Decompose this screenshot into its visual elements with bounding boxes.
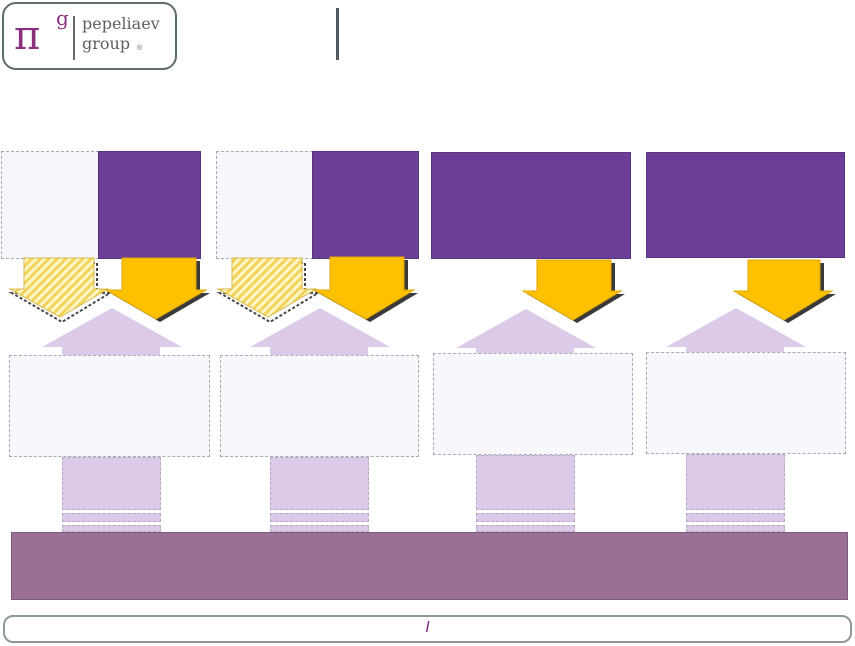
column-4-panel (646, 352, 846, 454)
column-1-bar-1 (62, 513, 161, 522)
column-3-up-arrow (456, 309, 596, 356)
logo-superscript: g (56, 6, 69, 30)
logo-separator (73, 16, 75, 60)
column-2-shaft (270, 457, 369, 510)
logo-line-1: pepeliaev (82, 14, 160, 33)
column-4-bar-1 (686, 513, 785, 522)
column-4-gold-down-arrow (732, 259, 836, 323)
column-2-hatched-down-arrow (216, 257, 322, 324)
column-3-gold-down-arrow (521, 259, 625, 323)
column-4-bar-2 (686, 525, 785, 532)
pepeliaev-group-logo: π g pepeliaev group ® (2, 2, 177, 70)
logo-registered-mark: ® (137, 45, 143, 52)
column-2-bar-1 (270, 513, 369, 522)
column-2-up-arrow (250, 308, 390, 356)
column-1-light-box (1, 151, 99, 259)
column-1-gold-down-arrow (104, 257, 210, 322)
column-1-up-arrow (42, 308, 182, 356)
column-2-purple-box (312, 151, 419, 259)
base-band (11, 532, 848, 600)
column-3-panel (433, 353, 633, 455)
footer-bar: I (3, 615, 852, 643)
header-divider (336, 8, 339, 60)
logo-pi-symbol: π (14, 13, 41, 59)
column-2-panel (220, 355, 419, 457)
column-2-gold-down-arrow (312, 256, 418, 322)
column-1-hatched-down-arrow (8, 257, 114, 324)
logo-line-2: group (82, 34, 131, 53)
column-3-shaft (476, 455, 575, 510)
column-4-shaft (686, 454, 785, 510)
column-1-shaft (62, 457, 161, 510)
column-1-panel (9, 355, 210, 457)
column-4-up-arrow (666, 308, 806, 354)
footer-page-marker: I (425, 619, 430, 636)
column-2-bar-2 (270, 525, 369, 532)
column-3-purple-box (431, 152, 631, 259)
column-3-bar-1 (476, 513, 575, 522)
column-2-light-box (216, 151, 313, 259)
column-4-purple-box (646, 152, 845, 258)
column-3-bar-2 (476, 525, 575, 532)
column-1-bar-2 (62, 525, 161, 532)
